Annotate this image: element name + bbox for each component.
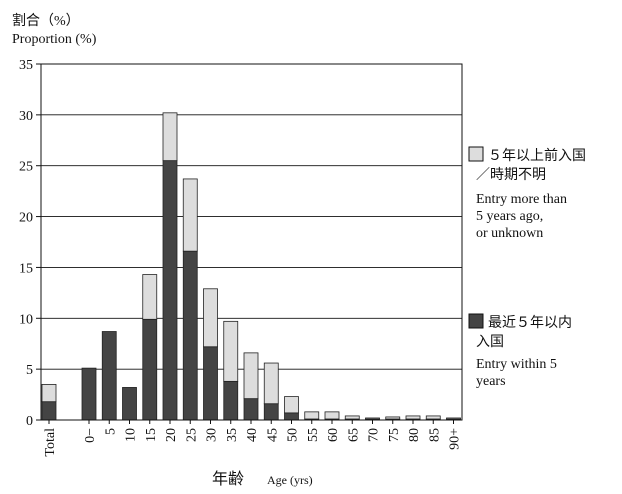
- y-axis-label-ja: 割合（%）: [12, 12, 80, 29]
- y-tick-label: 10: [19, 312, 33, 327]
- x-axis-label: Age (yrs): [267, 473, 313, 487]
- x-tick-label: 60: [326, 428, 341, 442]
- x-tick-label: 35: [225, 428, 240, 442]
- bar-recent-entry-age-0: [81, 367, 97, 421]
- bar-older-entry-age-15: [385, 416, 401, 420]
- bar-older-entry-age-6: [203, 288, 218, 348]
- x-tick-label: 85: [427, 428, 442, 442]
- legend-label-older-entry-line2: 5 years ago,: [476, 209, 543, 224]
- x-tick-label: 75: [387, 428, 402, 442]
- bar-older-entry-age-13: [344, 415, 360, 420]
- x-tick-label: 90+: [448, 428, 463, 450]
- y-tick-label: 25: [19, 160, 33, 175]
- bar-recent-entry-age-6: [203, 346, 218, 421]
- bar-older-entry-age-3: [142, 274, 158, 320]
- bar-recent-entry-age-1: [101, 331, 117, 421]
- x-tick-label: Total: [43, 428, 58, 457]
- bar-recent-entry-age-4: [162, 160, 178, 421]
- x-tick-label: 30: [205, 428, 220, 442]
- bar-older-entry-age-17: [425, 415, 441, 420]
- gridlines: [41, 114, 462, 370]
- x-tick-label: 25: [184, 428, 199, 442]
- bar-older-entry-age-14: [365, 417, 380, 420]
- legend: ５年以上前入国 ／時期不明 Entry more than 5 years ag…: [468, 146, 590, 389]
- x-tick-label: 0−: [83, 428, 98, 443]
- y-tick-label: 35: [19, 58, 33, 73]
- bar-older-entry-age-18: [446, 417, 461, 420]
- x-tick-label: 70: [367, 428, 382, 442]
- legend-label-older-entry-ja-line1: ５年以上前入国: [488, 147, 586, 164]
- x-axis-ticks: Total 0− 5 10 15 20 25 30 35 40 45 50 55 60 65 70 75 80 85…: [43, 420, 463, 457]
- bar-older-entry-age-9: [263, 362, 279, 405]
- bar-older-entry-age-10: [284, 396, 299, 414]
- y-tick-label: 5: [26, 363, 33, 378]
- x-tick-label: 45: [265, 428, 280, 442]
- legend-label-recent-entry-ja-line2: 入国: [476, 335, 504, 350]
- legend-label-older-entry-line1: Entry more than: [476, 192, 567, 207]
- y-tick-label: 20: [19, 211, 33, 226]
- x-axis-label-ja: 年齢: [212, 470, 244, 488]
- bar-older-entry-age-5: [182, 178, 198, 252]
- bar-older-entry-age-16: [405, 415, 421, 420]
- bar-recent-entry-age-8: [243, 398, 259, 421]
- x-tick-label: 5: [103, 428, 118, 435]
- bar-recent-entry-age-9: [263, 403, 279, 421]
- bar-recent-entry-age-10: [284, 412, 299, 421]
- x-tick-label: 40: [245, 428, 260, 442]
- bar-older-entry-age-12: [324, 411, 340, 420]
- x-tick-label: 10: [124, 428, 139, 442]
- bar-older-entry-age-7: [223, 320, 239, 382]
- legend-label-older-entry-line3: or unknown: [476, 226, 543, 241]
- bar-older-entry-total: [41, 383, 57, 403]
- bar-recent-entry-age-7: [223, 380, 239, 421]
- legend-swatch-recent-entry: [468, 313, 484, 329]
- legend-label-recent-entry-ja-line1: 最近５年以内: [488, 315, 572, 331]
- y-axis-label: Proportion (%): [12, 32, 97, 47]
- bar-older-entry-age-4: [162, 112, 178, 162]
- x-tick-label: 65: [346, 428, 361, 442]
- bar-recent-entry-age-5: [182, 250, 198, 421]
- y-tick-label: 0: [26, 414, 33, 429]
- legend-label-recent-entry-line1: Entry within 5: [476, 357, 557, 372]
- legend-label-recent-entry-ja: 最近５年以内 入国: [476, 315, 576, 350]
- y-axis-ticks: 0 5 10 15 20 25 30 35: [19, 58, 41, 429]
- x-tick-label: 55: [306, 428, 321, 442]
- x-tick-label: 20: [164, 428, 179, 442]
- legend-label-older-entry-ja: ５年以上前入国 ／時期不明: [476, 147, 590, 183]
- x-tick-label: 15: [144, 428, 159, 442]
- legend-label-older-entry: Entry more than 5 years ago, or unknown: [476, 192, 570, 241]
- y-tick-label: 15: [19, 261, 33, 276]
- bar-recent-entry-age-2: [122, 387, 137, 421]
- x-tick-label: 50: [286, 428, 301, 442]
- bar-older-entry-age-11: [304, 411, 320, 420]
- legend-label-older-entry-ja-line2: ／時期不明: [476, 167, 546, 183]
- legend-label-recent-entry-line2: years: [476, 374, 506, 389]
- legend-label-recent-entry: Entry within 5 years: [476, 357, 560, 389]
- bar-recent-entry-age-3: [142, 318, 158, 421]
- x-tick-label: 80: [407, 428, 422, 442]
- bars: [41, 112, 461, 421]
- bar-recent-entry-total: [41, 401, 57, 421]
- legend-swatch-older-entry: [468, 146, 484, 162]
- bar-older-entry-age-8: [243, 352, 259, 400]
- y-tick-label: 30: [19, 109, 33, 124]
